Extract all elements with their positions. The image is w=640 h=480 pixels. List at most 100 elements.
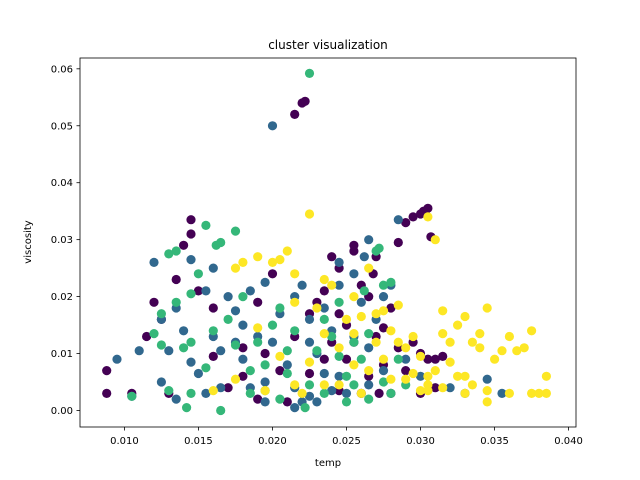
point-cluster-0-55 <box>171 274 181 285</box>
point-cluster-0-53 <box>238 371 248 381</box>
point-cluster-2-35 <box>378 280 389 290</box>
point-cluster-3-26 <box>438 329 448 339</box>
point-cluster-0-12 <box>253 394 263 404</box>
point-cluster-3-44 <box>482 386 492 396</box>
point-cluster-1-20 <box>282 360 292 370</box>
point-cluster-1-0 <box>112 354 122 364</box>
point-cluster-3-68 <box>364 366 374 376</box>
point-cluster-0-37 <box>401 366 411 376</box>
point-cluster-1-46 <box>260 277 270 287</box>
point-cluster-3-47 <box>415 386 426 396</box>
point-cluster-1-61 <box>245 286 255 296</box>
point-cluster-2-58 <box>186 289 196 299</box>
point-cluster-3-74 <box>378 306 389 316</box>
point-cluster-3-58 <box>371 309 381 319</box>
point-cluster-2-22 <box>300 403 310 413</box>
point-cluster-3-46 <box>438 383 448 393</box>
point-cluster-1-25 <box>319 303 329 313</box>
point-cluster-2-8 <box>193 269 203 279</box>
x-tick-label: 0.030 <box>406 436 435 447</box>
point-cluster-2-21 <box>290 326 300 336</box>
point-cluster-2-24 <box>312 346 322 356</box>
point-cluster-2-12 <box>223 314 233 324</box>
point-cluster-3-75 <box>408 368 418 379</box>
point-cluster-0-30 <box>393 237 403 248</box>
point-cluster-3-49 <box>430 235 440 245</box>
point-cluster-3-56 <box>401 374 411 384</box>
point-cluster-3-7 <box>304 209 315 219</box>
point-cluster-3-23 <box>415 351 426 361</box>
point-cluster-2-48 <box>304 380 315 390</box>
point-cluster-1-39 <box>445 383 455 393</box>
y-tick-label: 0.04 <box>51 178 73 189</box>
point-cluster-3-69 <box>349 329 359 339</box>
point-cluster-1-42 <box>497 388 507 398</box>
point-cluster-3-76 <box>356 311 366 322</box>
point-cluster-2-1 <box>149 329 159 339</box>
point-cluster-2-31 <box>359 286 369 296</box>
point-cluster-1-58 <box>364 343 374 353</box>
point-cluster-3-60 <box>319 329 329 339</box>
point-cluster-3-70 <box>386 374 396 384</box>
point-cluster-2-59 <box>230 340 241 350</box>
point-cluster-1-63 <box>334 257 344 267</box>
point-cluster-1-65 <box>267 337 278 347</box>
point-cluster-1-5 <box>164 346 174 356</box>
point-cluster-3-42 <box>527 388 537 398</box>
point-cluster-2-56 <box>275 303 285 313</box>
point-cluster-3-59 <box>349 292 359 302</box>
point-cluster-2-28 <box>341 371 352 381</box>
point-cluster-0-3 <box>149 297 159 307</box>
point-cluster-3-31 <box>475 343 485 353</box>
point-cluster-1-8 <box>193 368 203 379</box>
point-cluster-3-62 <box>275 351 285 361</box>
point-cluster-0-52 <box>260 348 270 359</box>
point-cluster-3-78 <box>460 371 470 381</box>
point-cluster-1-49 <box>290 403 300 413</box>
point-cluster-0-15 <box>290 109 300 119</box>
point-cluster-1-67 <box>201 286 211 296</box>
point-cluster-0-14 <box>282 397 292 407</box>
point-cluster-1-44 <box>208 263 218 273</box>
point-cluster-2-55 <box>164 386 174 396</box>
point-cluster-3-14 <box>349 360 359 370</box>
y-axis: 0.00 0.01 0.02 0.03 0.04 0.05 0.06 <box>51 64 80 417</box>
point-cluster-3-71 <box>304 357 315 367</box>
point-cluster-2-5 <box>179 343 189 353</box>
point-cluster-2-13 <box>230 226 241 236</box>
point-cluster-0-32 <box>408 212 418 222</box>
point-cluster-0-65 <box>349 240 359 250</box>
point-cluster-2-9 <box>201 220 211 230</box>
y-tick-label: 0.03 <box>51 235 73 246</box>
point-cluster-2-42 <box>216 405 226 416</box>
plot-area <box>80 58 576 427</box>
x-tick-label: 0.035 <box>480 436 509 447</box>
point-cluster-3-34 <box>497 346 507 356</box>
point-cluster-3-11 <box>327 280 337 290</box>
point-cluster-3-27 <box>445 337 455 347</box>
point-cluster-3-38 <box>527 326 537 336</box>
point-cluster-3-17 <box>371 337 381 347</box>
point-cluster-2-50 <box>282 346 292 356</box>
point-cluster-1-66 <box>312 397 322 407</box>
chart-title: cluster visualization <box>268 38 388 52</box>
point-cluster-3-21 <box>401 343 411 353</box>
point-cluster-2-14 <box>238 292 248 302</box>
point-cluster-2-52 <box>378 377 389 387</box>
point-cluster-2-49 <box>334 351 344 361</box>
point-cluster-3-72 <box>290 380 300 390</box>
point-cluster-0-8 <box>193 286 203 296</box>
y-tick-label: 0.01 <box>51 349 73 360</box>
point-cluster-1-51 <box>216 346 226 356</box>
point-cluster-0-6 <box>186 229 196 239</box>
point-cluster-1-50 <box>238 354 248 364</box>
y-axis-label: viscosity <box>23 220 34 263</box>
point-cluster-1-34 <box>378 292 389 302</box>
point-cluster-3-50 <box>438 306 448 316</box>
point-cluster-3-9 <box>312 303 322 313</box>
point-cluster-1-31 <box>359 252 369 262</box>
point-cluster-3-24 <box>423 371 433 381</box>
point-cluster-0-66 <box>334 309 344 319</box>
y-tick-label: 0.06 <box>51 64 73 75</box>
